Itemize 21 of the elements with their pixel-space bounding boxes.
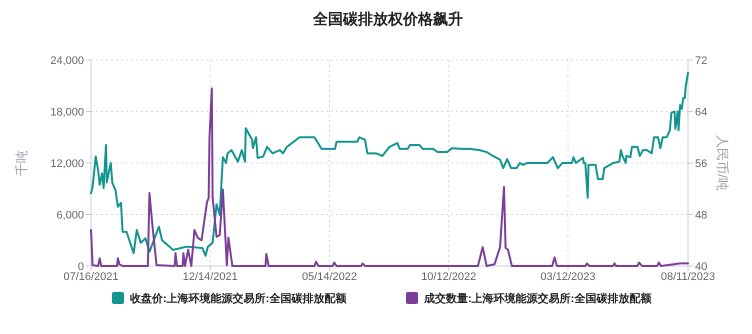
legend-label: 收盘价:上海环境能源交易所:全国碳排放配额	[130, 292, 348, 305]
y-tick-label: 6,000	[56, 209, 84, 222]
y2-tick-label: 40	[695, 260, 708, 273]
y-tick-label: 18,000	[50, 106, 84, 118]
y2-axis-title: 人民币/吨	[715, 135, 730, 191]
chart-title: 全国碳排放权价格飙升	[312, 11, 463, 28]
y-tick-label: 0	[78, 260, 84, 273]
y-tick-label: 12,000	[50, 158, 84, 170]
x-tick-label: 05/14/2022	[302, 271, 358, 283]
y2-tick-label: 48	[695, 209, 708, 222]
y-axis-title: 千吨	[14, 150, 29, 176]
x-tick-label: 03/12/2023	[540, 271, 596, 283]
y2-tick-label: 72	[695, 54, 708, 67]
y2-tick-label: 64	[695, 106, 708, 118]
x-tick-label: 12/14/2021	[182, 271, 238, 283]
x-tick-label: 08/11/2023	[660, 271, 716, 283]
y2-tick-label: 56	[695, 158, 708, 170]
x-tick-label: 07/16/2021	[63, 271, 119, 283]
x-tick-label: 10/12/2022	[421, 271, 476, 283]
legend-label: 成交数量:上海环境能源交易所:全国碳排放配额	[423, 292, 652, 305]
y-tick-label: 24,000	[50, 54, 84, 67]
